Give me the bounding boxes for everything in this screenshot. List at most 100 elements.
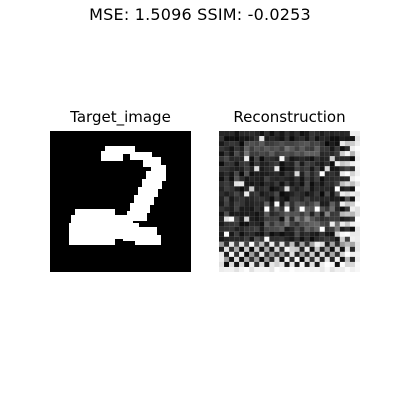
- recon-pixel: [254, 171, 259, 176]
- recon-pixel: [350, 146, 355, 151]
- recon-pixel: [305, 267, 310, 272]
- recon-pixel: [224, 161, 229, 166]
- recon-pixel: [355, 141, 360, 146]
- recon-pixel: [239, 151, 244, 156]
- recon-pixel: [310, 176, 315, 181]
- recon-pixel: [284, 217, 289, 222]
- recon-pixel: [310, 232, 315, 237]
- recon-pixel: [254, 242, 259, 247]
- recon-pixel: [345, 156, 350, 161]
- figure-title: MSE: 1.5096 SSIM: -0.0253: [0, 5, 400, 24]
- target-image-title: Target_image: [50, 108, 191, 126]
- recon-pixel: [350, 242, 355, 247]
- recon-pixel: [219, 202, 224, 207]
- recon-pixel: [295, 207, 300, 212]
- recon-pixel: [340, 252, 345, 257]
- recon-pixel: [284, 202, 289, 207]
- recon-pixel: [234, 156, 239, 161]
- recon-pixel: [274, 186, 279, 191]
- recon-pixel: [325, 151, 330, 156]
- recon-pixel: [284, 166, 289, 171]
- recon-pixel: [269, 217, 274, 222]
- recon-pixel: [345, 257, 350, 262]
- recon-pixel: [345, 227, 350, 232]
- recon-pixel: [264, 191, 269, 196]
- recon-pixel: [355, 191, 360, 196]
- recon-pixel: [345, 166, 350, 171]
- recon-pixel: [320, 247, 325, 252]
- recon-pixel: [269, 252, 274, 257]
- recon-pixel: [315, 252, 320, 257]
- recon-pixel: [264, 257, 269, 262]
- recon-pixel: [279, 212, 284, 217]
- recon-pixel: [279, 131, 284, 136]
- recon-pixel: [234, 252, 239, 257]
- recon-pixel: [259, 141, 264, 146]
- recon-pixel: [224, 131, 229, 136]
- recon-pixel: [239, 196, 244, 201]
- recon-pixel: [219, 141, 224, 146]
- recon-pixel: [249, 267, 254, 272]
- recon-pixel: [310, 186, 315, 191]
- recon-pixel: [279, 136, 284, 141]
- recon-pixel: [249, 181, 254, 186]
- recon-pixel: [264, 196, 269, 201]
- recon-pixel: [295, 141, 300, 146]
- recon-pixel: [350, 232, 355, 237]
- recon-pixel: [254, 151, 259, 156]
- recon-pixel: [290, 151, 295, 156]
- recon-pixel: [279, 247, 284, 252]
- recon-pixel: [345, 161, 350, 166]
- recon-pixel: [330, 131, 335, 136]
- recon-pixel: [295, 191, 300, 196]
- recon-pixel: [350, 212, 355, 217]
- recon-pixel: [315, 166, 320, 171]
- recon-bright-pixel: [264, 207, 269, 212]
- recon-pixel: [219, 176, 224, 181]
- recon-pixel: [320, 267, 325, 272]
- recon-pixel: [249, 131, 254, 136]
- recon-pixel: [269, 257, 274, 262]
- recon-pixel: [239, 141, 244, 146]
- recon-pixel: [234, 151, 239, 156]
- recon-pixel: [340, 186, 345, 191]
- recon-pixel: [264, 212, 269, 217]
- recon-pixel: [315, 186, 320, 191]
- recon-pixel: [274, 191, 279, 196]
- recon-pixel: [249, 247, 254, 252]
- recon-pixel: [345, 181, 350, 186]
- recon-pixel: [315, 171, 320, 176]
- recon-pixel: [350, 191, 355, 196]
- recon-pixel: [234, 212, 239, 217]
- recon-pixel: [295, 146, 300, 151]
- recon-pixel: [310, 166, 315, 171]
- recon-pixel: [274, 171, 279, 176]
- recon-pixel: [305, 186, 310, 191]
- recon-pixel: [290, 166, 295, 171]
- recon-pixel: [310, 131, 315, 136]
- recon-pixel: [249, 191, 254, 196]
- recon-pixel: [315, 222, 320, 227]
- recon-pixel: [254, 232, 259, 237]
- recon-pixel: [249, 232, 254, 237]
- recon-pixel: [315, 161, 320, 166]
- recon-pixel: [350, 176, 355, 181]
- recon-pixel: [300, 196, 305, 201]
- recon-pixel: [335, 166, 340, 171]
- recon-pixel: [330, 257, 335, 262]
- recon-pixel: [234, 247, 239, 252]
- recon-pixel: [295, 202, 300, 207]
- recon-pixel: [325, 196, 330, 201]
- recon-pixel: [315, 237, 320, 242]
- recon-pixel: [300, 166, 305, 171]
- recon-pixel: [345, 252, 350, 257]
- recon-pixel: [244, 242, 249, 247]
- recon-pixel: [269, 176, 274, 181]
- recon-pixel: [239, 186, 244, 191]
- recon-pixel: [269, 267, 274, 272]
- recon-pixel: [295, 161, 300, 166]
- recon-pixel: [325, 161, 330, 166]
- recon-pixel: [290, 191, 295, 196]
- recon-pixel: [284, 232, 289, 237]
- recon-pixel: [269, 227, 274, 232]
